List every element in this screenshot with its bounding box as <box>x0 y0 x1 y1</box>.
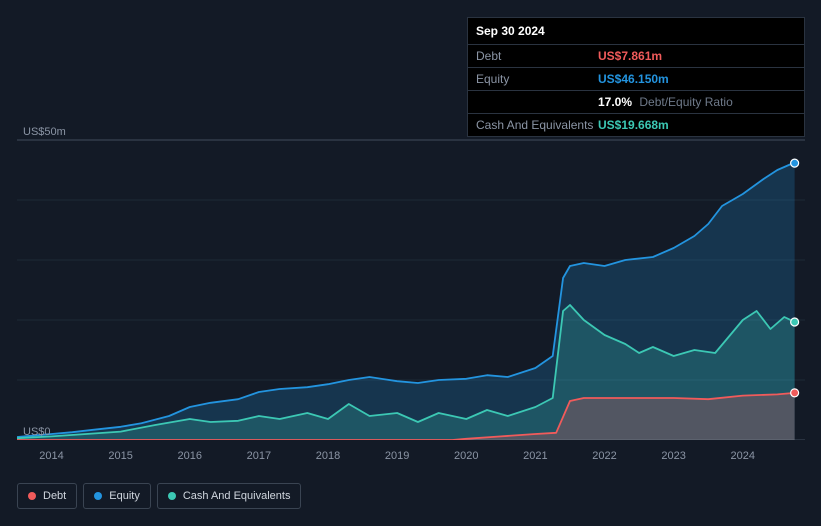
x-axis-tick: 2018 <box>316 450 340 462</box>
x-axis: 2014 2015 2016 2017 2018 2019 2020 2021 2022 2023… <box>17 450 805 466</box>
x-axis-tick: 2014 <box>39 450 63 462</box>
x-axis-tick: 2021 <box>523 450 547 462</box>
tooltip-debt-value: US$7.861m <box>598 49 662 63</box>
legend-dot-icon <box>168 492 176 500</box>
tooltip-row-equity: Equity US$46.150m <box>468 68 804 91</box>
tooltip-ratio-label: Debt/Equity Ratio <box>639 95 732 109</box>
x-axis-tick: 2019 <box>385 450 409 462</box>
tooltip-date: Sep 30 2024 <box>468 18 804 45</box>
legend-dot-icon <box>94 492 102 500</box>
y-axis-label: US$0 <box>23 426 51 438</box>
legend-item-debt[interactable]: Debt <box>17 483 77 509</box>
tooltip-debt-label: Debt <box>476 49 598 63</box>
legend-label: Debt <box>43 490 66 502</box>
legend-item-equity[interactable]: Equity <box>83 483 151 509</box>
x-axis-tick: 2023 <box>661 450 685 462</box>
chart-legend: Debt Equity Cash And Equivalents <box>17 483 301 509</box>
y-axis-label: US$50m <box>23 126 66 138</box>
chart-svg <box>17 120 805 440</box>
x-axis-tick: 2016 <box>178 450 202 462</box>
tooltip-ratio-spacer <box>476 95 598 109</box>
x-axis-tick: 2022 <box>592 450 616 462</box>
legend-item-cash[interactable]: Cash And Equivalents <box>157 483 302 509</box>
data-tooltip: Sep 30 2024 Debt US$7.861m Equity US$46.… <box>467 17 805 137</box>
chart-plot-area[interactable]: US$50m US$0 <box>17 120 805 460</box>
x-axis-tick: 2020 <box>454 450 478 462</box>
legend-label: Equity <box>109 490 140 502</box>
legend-dot-icon <box>28 492 36 500</box>
tooltip-ratio-percent: 17.0% <box>598 95 632 109</box>
x-axis-tick: 2015 <box>108 450 132 462</box>
legend-label: Cash And Equivalents <box>183 490 291 502</box>
tooltip-row-ratio: 17.0% Debt/Equity Ratio <box>468 91 804 114</box>
x-axis-tick: 2024 <box>731 450 755 462</box>
x-axis-tick: 2017 <box>247 450 271 462</box>
tooltip-equity-label: Equity <box>476 72 598 86</box>
tooltip-equity-value: US$46.150m <box>598 72 669 86</box>
tooltip-row-debt: Debt US$7.861m <box>468 45 804 68</box>
